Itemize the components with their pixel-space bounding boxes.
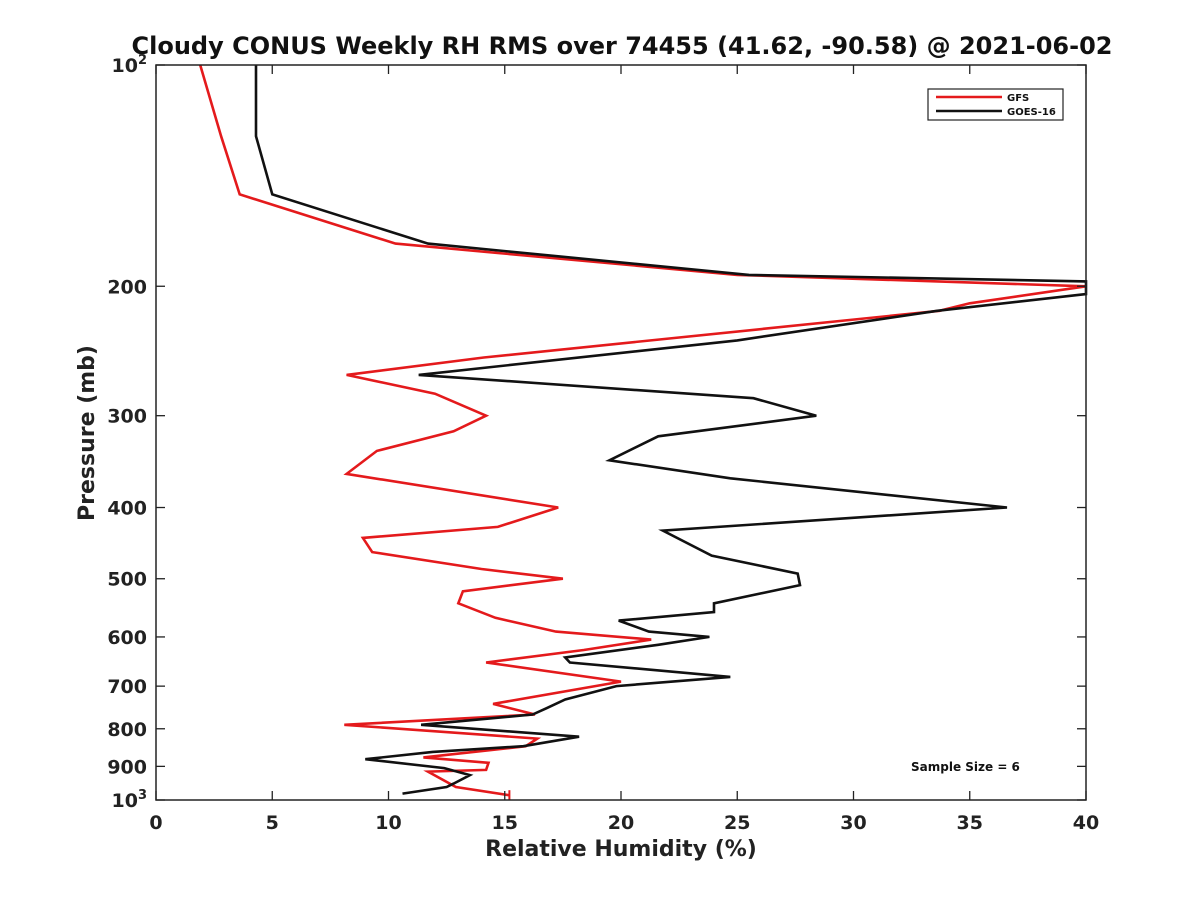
legend-box [927, 88, 1064, 121]
sample-size-annotation: Sample Size = 6 [911, 760, 1020, 774]
y-tick-label: 500 [107, 569, 147, 591]
series-line-gfs [198, 64, 1087, 797]
y-tick-label: 900 [107, 756, 147, 778]
series-line-goes16 [254, 65, 1088, 795]
y-tick-label: 700 [107, 676, 147, 698]
x-tick-label: 20 [608, 812, 634, 834]
plot-frame [155, 64, 1087, 801]
x-tick-label: 40 [1073, 812, 1099, 834]
y-tick-label: 200 [107, 276, 147, 298]
x-tick-label: 25 [724, 812, 750, 834]
x-tick-label: 5 [266, 812, 279, 834]
legend-label-gfs: GFS [1007, 93, 1029, 104]
y-tick-label: 600 [107, 627, 147, 649]
legend: GFS GOES-16 [927, 88, 1064, 121]
y-tick-label: 300 [107, 406, 147, 428]
legend-label-goes16: GOES-16 [1007, 107, 1056, 118]
y-tick-label: 400 [107, 498, 147, 520]
y-tick-label: 800 [107, 719, 147, 741]
x-axis: 0 5 10 15 20 25 30 35 40 [149, 65, 1099, 834]
y-tick-label: 103 [112, 788, 148, 812]
x-tick-label: 15 [492, 812, 518, 834]
x-tick-label: 10 [375, 812, 401, 834]
x-axis-label: Relative Humidity (%) [485, 837, 757, 862]
chart-title: Cloudy CONUS Weekly RH RMS over 74455 (4… [132, 32, 1113, 60]
y-axis: 102 200 300 400 500 600 700 800 900 103 [107, 53, 1086, 812]
y-tick-label: 102 [112, 53, 148, 77]
plot-lines [198, 64, 1088, 801]
x-tick-label: 35 [957, 812, 983, 834]
x-tick-label: 30 [840, 812, 866, 834]
x-tick-label: 0 [149, 812, 162, 834]
y-axis-label: Pressure (mb) [75, 345, 100, 521]
